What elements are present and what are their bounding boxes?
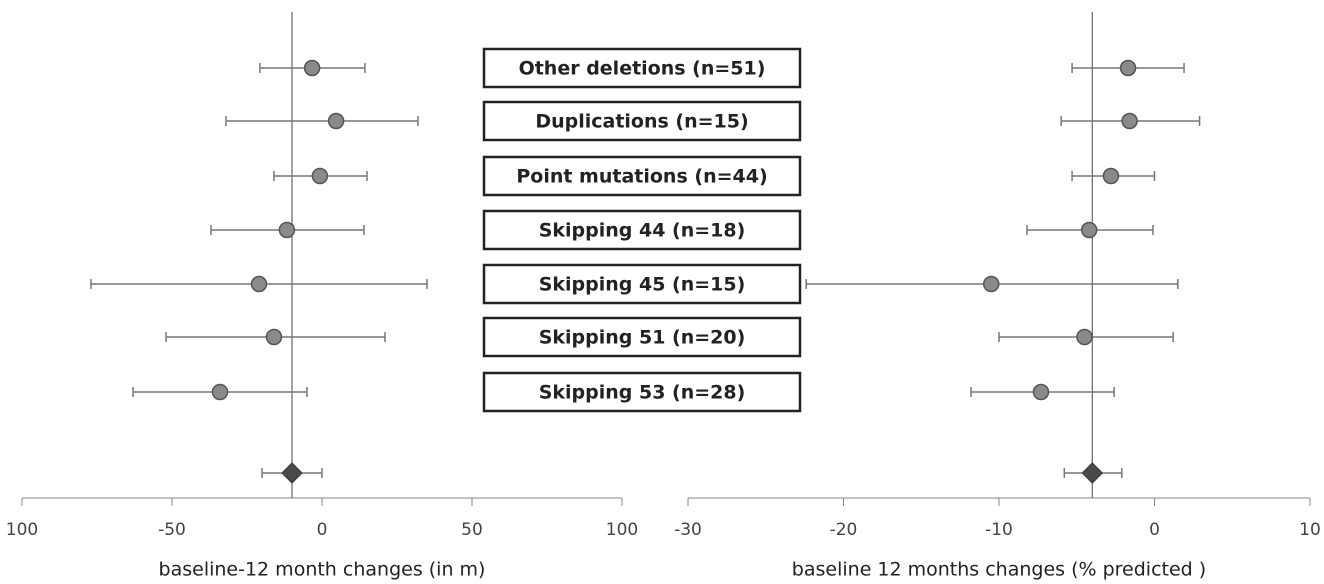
row-label: Skipping 44 (n=18) xyxy=(539,220,746,242)
point xyxy=(265,328,283,346)
point xyxy=(327,112,345,130)
x-tick-label: 100 xyxy=(606,520,638,540)
point xyxy=(211,383,229,401)
x-axis-title: baseline 12 months changes (% predicted … xyxy=(792,559,1206,581)
row-label: Skipping 53 (n=28) xyxy=(539,382,746,404)
x-tick-label: -50 xyxy=(158,520,186,540)
point xyxy=(1119,59,1137,77)
x-tick-label: -10 xyxy=(985,520,1013,540)
point xyxy=(1121,112,1138,130)
point xyxy=(250,275,268,293)
point xyxy=(311,167,329,185)
x-tick-label: -20 xyxy=(830,520,858,540)
point xyxy=(1076,328,1093,346)
label-box xyxy=(482,209,802,251)
point xyxy=(278,221,296,239)
row-label: Other deletions (n=51) xyxy=(519,58,766,80)
x-tick-label: 0 xyxy=(1149,520,1160,540)
label-box xyxy=(482,47,802,89)
point xyxy=(1102,167,1120,185)
label-box xyxy=(482,371,802,413)
label-box xyxy=(482,263,802,305)
label-box xyxy=(482,316,802,358)
label-box xyxy=(482,155,802,197)
point xyxy=(1080,221,1098,239)
x-axis-title: baseline-12 month changes (in m) xyxy=(159,559,486,581)
point xyxy=(303,59,321,77)
x-tick-label: 50 xyxy=(461,520,483,540)
label-box xyxy=(482,100,802,142)
row-label: Point mutations (n=44) xyxy=(516,166,767,188)
x-tick-label: -30 xyxy=(674,520,702,540)
row-label: Skipping 45 (n=15) xyxy=(539,274,746,296)
point xyxy=(982,275,1000,293)
overall-diamond xyxy=(1081,462,1104,484)
point xyxy=(1032,383,1050,401)
x-tick-label: 100 xyxy=(6,520,38,540)
overall-diamond xyxy=(281,462,303,484)
x-tick-label: 10 xyxy=(1299,520,1321,540)
row-label: Duplications (n=15) xyxy=(535,111,748,133)
x-tick-label: 0 xyxy=(317,520,328,540)
row-label: Skipping 51 (n=20) xyxy=(539,327,746,349)
